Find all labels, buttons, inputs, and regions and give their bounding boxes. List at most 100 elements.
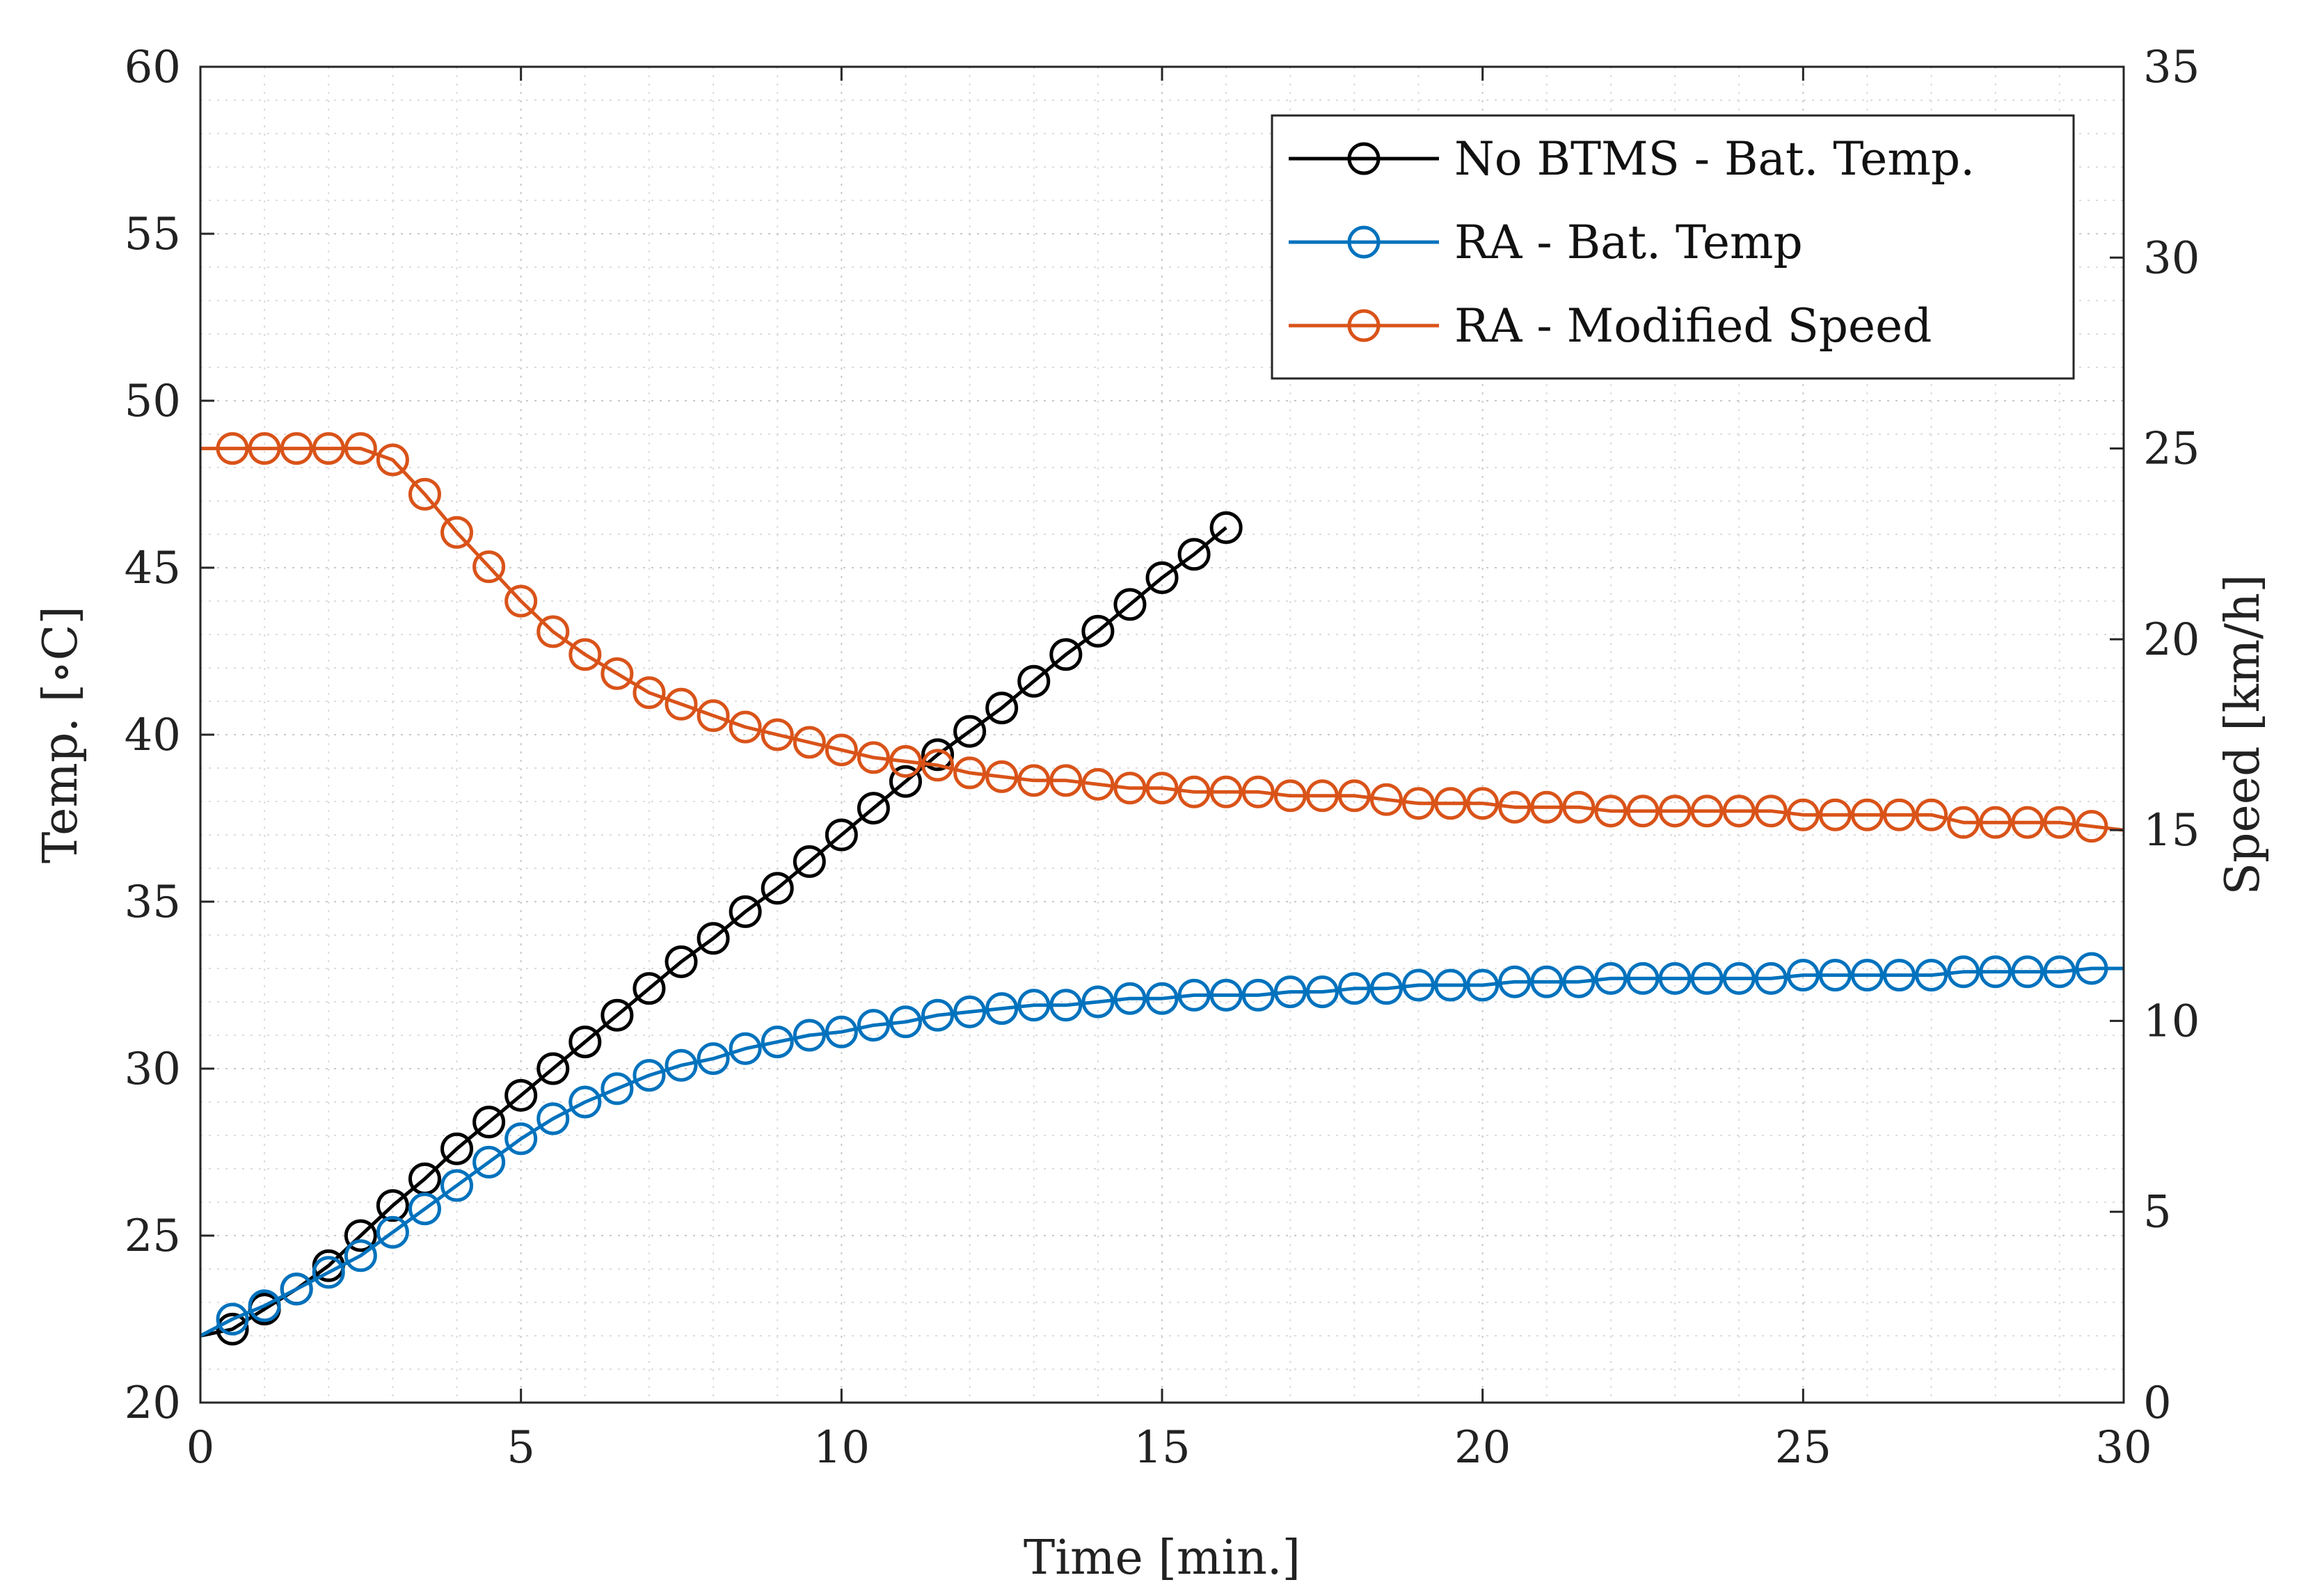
data-point: [1626, 795, 1660, 828]
data-point: [1369, 972, 1403, 1005]
data-point: [793, 845, 826, 878]
data-point: [1915, 798, 1948, 831]
data-point: [857, 1009, 890, 1042]
data-point: [344, 1239, 377, 1272]
data-point: [985, 992, 1019, 1026]
data-point: [1658, 961, 1692, 995]
data-point: [697, 922, 730, 955]
y-right-tick-label: 0: [2143, 1378, 2172, 1429]
data-point: [633, 972, 666, 1005]
data-point: [1530, 965, 1564, 998]
data-point: [312, 1256, 345, 1289]
data-point: [921, 749, 955, 782]
data-point: [1883, 798, 1916, 831]
data-point: [1562, 965, 1596, 998]
data-point: [1145, 982, 1179, 1015]
data-point: [504, 584, 538, 618]
data-point: [1402, 968, 1436, 1002]
x-tick-label: 5: [507, 1422, 535, 1474]
series-line: [200, 447, 2124, 832]
data-point: [1979, 955, 2012, 989]
data-point: [1305, 975, 1339, 1009]
data-point: [1177, 538, 1211, 571]
data-point: [1947, 806, 1980, 839]
data-point: [665, 945, 698, 978]
y-axis-right-label: Speed [km/h]: [2216, 574, 2271, 895]
data-point: [761, 1026, 794, 1059]
y-left-tick-label: 55: [125, 209, 181, 260]
data-point: [1626, 961, 1660, 995]
data-point: [2011, 955, 2044, 989]
data-point: [216, 1302, 249, 1336]
y-left-tick-label: 20: [125, 1378, 181, 1429]
data-point: [1594, 795, 1628, 828]
y-right-tick-label: 10: [2143, 996, 2200, 1047]
data-point: [344, 1219, 377, 1252]
data-point: [697, 1042, 730, 1076]
data-point: [2043, 955, 2076, 989]
data-point: [793, 1019, 826, 1052]
data-point: [889, 744, 922, 778]
data-point: [825, 1015, 858, 1048]
data-point: [1017, 664, 1051, 698]
data-point: [1337, 972, 1371, 1005]
x-tick-label: 20: [1454, 1422, 1511, 1474]
data-point: [1273, 779, 1307, 813]
data-point: [248, 432, 281, 465]
data-point: [1818, 959, 1852, 992]
data-point: [216, 432, 249, 465]
data-point: [729, 1032, 762, 1065]
data-point: [1113, 982, 1147, 1015]
data-point: [376, 443, 409, 477]
data-point: [1113, 588, 1147, 621]
data-point: [1466, 968, 1500, 1002]
data-point: [1754, 795, 1788, 828]
data-point: [729, 895, 762, 928]
data-point: [568, 1026, 602, 1059]
data-point: [1466, 787, 1500, 820]
data-point: [568, 638, 602, 671]
data-point: [440, 1132, 474, 1165]
data-point: [216, 1312, 249, 1346]
y-axis-left-label: Temp. [∘C]: [33, 606, 88, 863]
data-point: [985, 692, 1019, 725]
data-point: [440, 1169, 474, 1202]
data-point: [953, 715, 987, 748]
data-point: [601, 1072, 634, 1106]
data-point: [953, 756, 987, 790]
data-point: [825, 818, 858, 852]
data-point: [761, 718, 794, 751]
data-point: [1337, 779, 1371, 813]
data-point: [1883, 959, 1916, 992]
x-tick-label: 0: [186, 1422, 215, 1474]
y-left-tick-label: 60: [125, 42, 181, 93]
data-point: [312, 432, 345, 465]
series-2: [199, 952, 2124, 1338]
data-point: [1498, 790, 1532, 824]
y-left-tick-label: 35: [125, 877, 181, 928]
data-point: [1241, 978, 1275, 1012]
data-point: [697, 699, 730, 733]
data-point: [280, 432, 313, 465]
data-point: [985, 760, 1019, 793]
data-point: [1530, 790, 1564, 824]
data-point: [793, 726, 826, 759]
legend-marker: [1347, 225, 1381, 259]
data-point: [729, 710, 762, 744]
data-point: [472, 550, 506, 584]
data-point: [1562, 790, 1596, 824]
data-point: [921, 998, 955, 1032]
data-point: [1594, 961, 1628, 995]
y-left-tick-label: 50: [125, 376, 181, 427]
x-tick-label: 25: [1775, 1422, 1831, 1474]
data-point: [1850, 798, 1884, 831]
x-tick-label: 15: [1134, 1422, 1190, 1474]
data-point: [472, 1145, 506, 1179]
x-tick-label: 30: [2095, 1422, 2152, 1474]
data-point: [1113, 772, 1147, 805]
data-point: [472, 1106, 506, 1139]
legend-marker: [1347, 142, 1381, 175]
y-left-tick-label: 25: [125, 1211, 181, 1262]
